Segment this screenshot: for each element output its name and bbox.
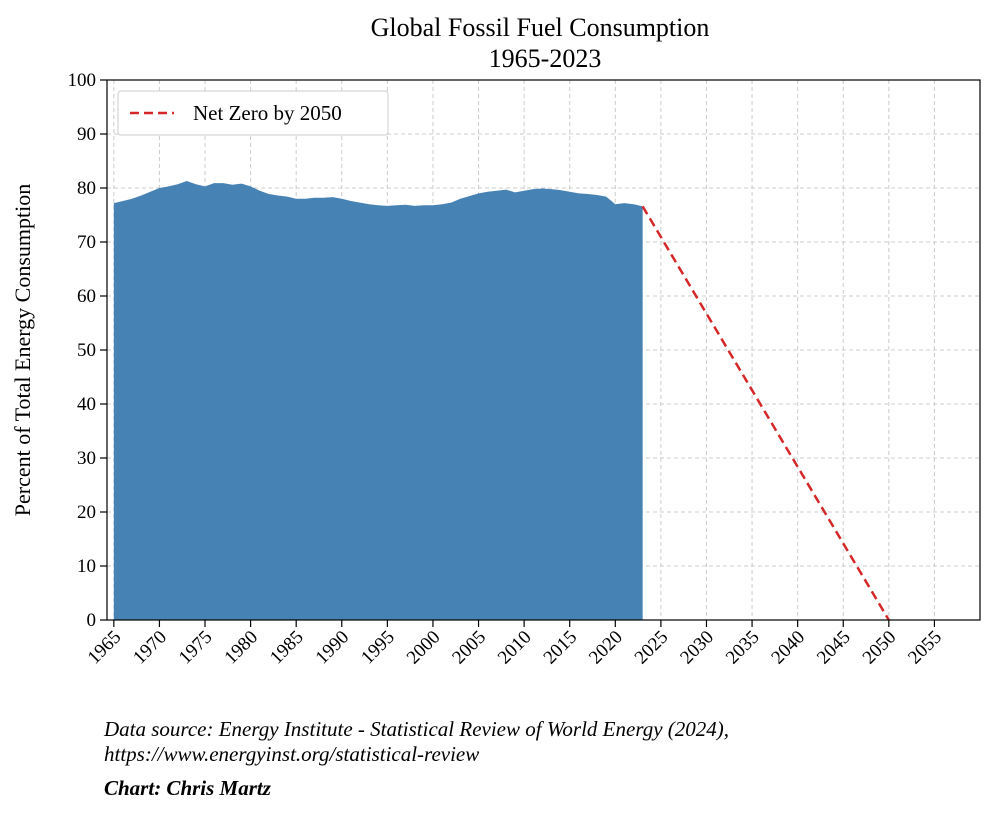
y-tick-label: 10 <box>77 556 96 577</box>
legend-box <box>117 90 389 136</box>
x-tick-label: 2055 <box>904 627 946 669</box>
x-tick-label: 1995 <box>357 627 399 669</box>
x-tick-label: 2045 <box>813 627 855 669</box>
x-tick-label: 2040 <box>767 627 809 669</box>
legend-label: Net Zero by 2050 <box>193 101 342 125</box>
x-tick-label: 2035 <box>722 627 764 669</box>
x-tick-label: 2000 <box>403 627 445 669</box>
y-axis-label: Percent of Total Energy Consumption <box>10 184 35 517</box>
y-tick-label: 90 <box>77 124 96 145</box>
x-tick-label: 1980 <box>220 627 262 669</box>
y-tick-label: 50 <box>77 340 96 361</box>
y-tick-label: 80 <box>77 178 96 199</box>
y-tick-label: 60 <box>77 286 96 307</box>
x-tick-label: 1990 <box>312 627 354 669</box>
x-tick-label: 2010 <box>494 627 536 669</box>
x-tick-label: 2050 <box>859 627 901 669</box>
x-tick-label: 2030 <box>676 627 718 669</box>
x-tick-label: 2015 <box>540 627 582 669</box>
y-tick-label: 100 <box>68 70 97 91</box>
y-tick-label: 20 <box>77 502 96 523</box>
x-tick-label: 1985 <box>266 627 308 669</box>
x-tick-label: 1965 <box>84 627 126 669</box>
y-tick-label: 40 <box>77 394 96 415</box>
x-tick-label: 2005 <box>448 627 490 669</box>
source-line: https://www.energyinst.org/statistical-r… <box>104 742 479 766</box>
y-tick-label: 70 <box>77 232 96 253</box>
y-tick-label: 30 <box>77 448 96 469</box>
projection-line <box>641 205 890 621</box>
chart-credit: Chart: Chris Martz <box>104 776 272 800</box>
plot-frame <box>106 79 981 621</box>
x-tick-label: 1970 <box>129 627 171 669</box>
x-tick-label: 1975 <box>175 627 217 669</box>
chart-title: Global Fossil Fuel Consumption <box>371 13 710 42</box>
x-tick-label: 2025 <box>631 627 673 669</box>
area <box>113 180 643 621</box>
x-tick-label: 2020 <box>585 627 627 669</box>
chart-subtitle: 1965-2023 <box>489 44 602 73</box>
source-line: Data source: Energy Institute - Statisti… <box>103 717 729 741</box>
y-tick-label: 0 <box>87 610 97 631</box>
